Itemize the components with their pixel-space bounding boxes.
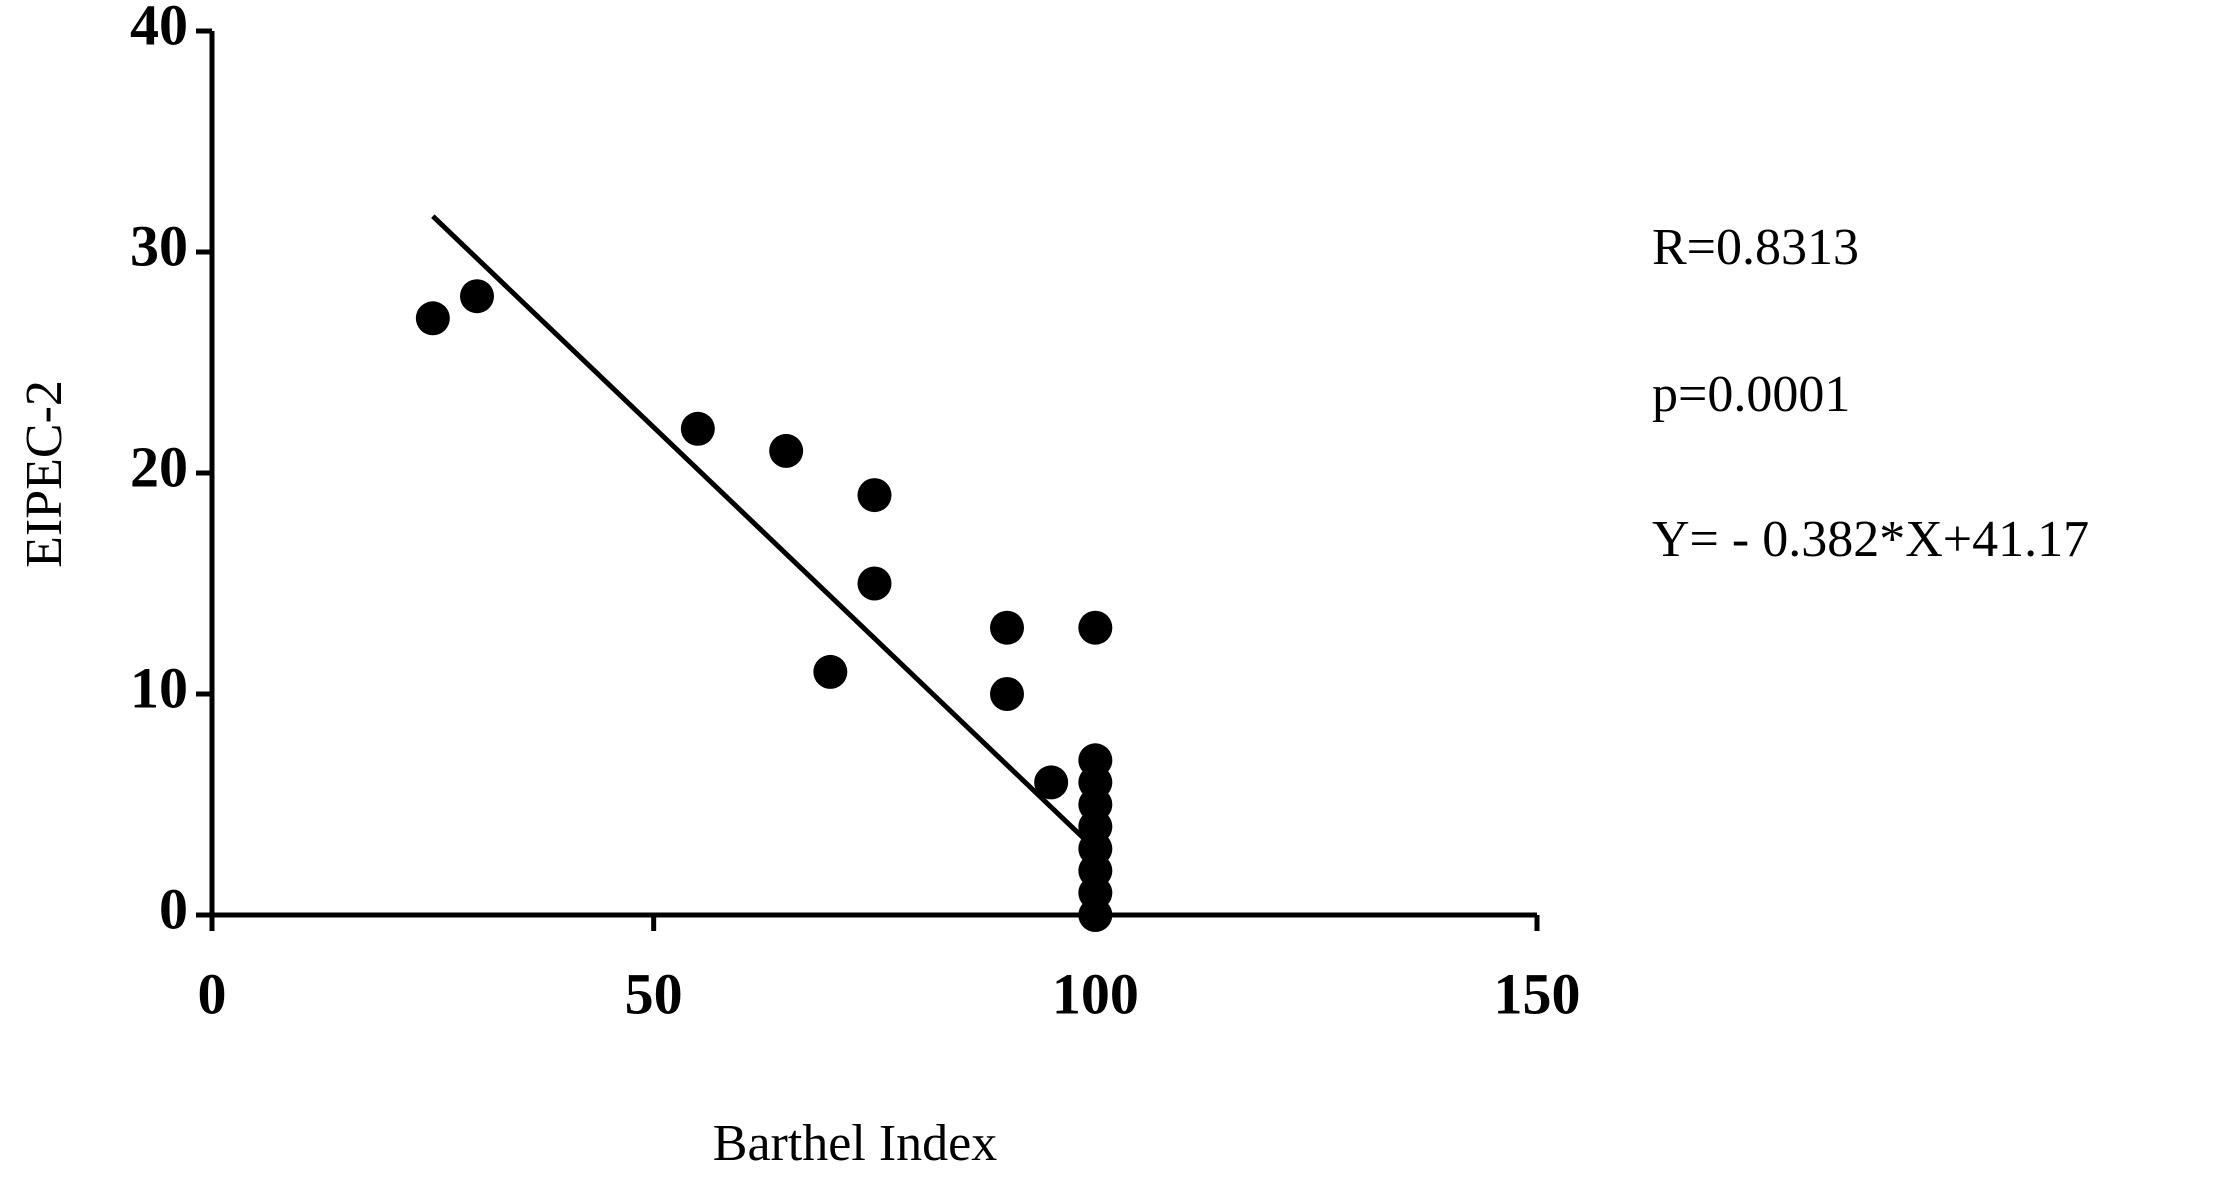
- annotation: R=0.8313: [1652, 219, 1859, 276]
- x-axis-label: Barthel Index: [713, 1115, 997, 1172]
- point: [769, 433, 804, 468]
- x-tick-label: 50: [625, 961, 683, 1026]
- y-axis-label: EIPEC-2: [16, 380, 73, 568]
- point: [857, 566, 892, 601]
- y-tick-label: 40: [130, 0, 188, 57]
- x-tick-label: 100: [1052, 961, 1139, 1026]
- point: [460, 279, 494, 314]
- annotation: Y= - 0.382*X+41.17: [1652, 511, 2089, 568]
- x-tick-label: 0: [198, 961, 227, 1026]
- point: [1034, 765, 1069, 800]
- point: [813, 654, 848, 689]
- point: [415, 301, 450, 336]
- fit-line: [431, 214, 1089, 843]
- point: [1078, 610, 1113, 645]
- annotation: p=0.0001: [1652, 366, 1850, 423]
- y-tick-label: 30: [130, 213, 188, 278]
- y-tick-label: 20: [130, 434, 188, 499]
- point: [680, 411, 715, 446]
- x-tick-label: 150: [1494, 961, 1581, 1026]
- point: [990, 677, 1024, 711]
- point: [990, 610, 1024, 645]
- point: [1078, 898, 1113, 932]
- point: [857, 478, 892, 513]
- y-tick-label: 0: [159, 876, 188, 941]
- y-tick-label: 10: [130, 655, 188, 720]
